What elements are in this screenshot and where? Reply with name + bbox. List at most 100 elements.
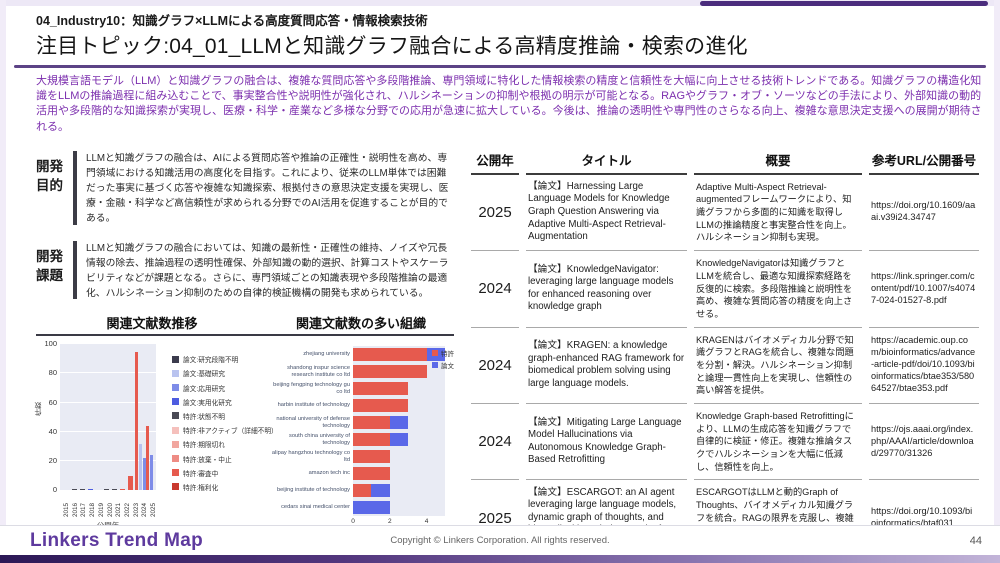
intro-paragraph: 大規模言語モデル（LLM）と知識グラフの融合は、複雑な質問応答や多段階推論、専門…	[36, 75, 982, 133]
org-label: south china university of technology	[288, 433, 350, 446]
bar-segment	[389, 433, 409, 446]
bar-segment	[112, 488, 118, 491]
legend-label: 論文:研究段階不明	[183, 357, 239, 365]
purpose-divider-bar	[73, 150, 77, 225]
legend-swatch-icon	[172, 412, 179, 420]
org-label: beijing fengping technology gu co ltd	[273, 382, 350, 395]
x-tick-label: 2020	[106, 503, 114, 518]
bar-segment	[134, 351, 138, 491]
top-edge-strip	[0, 0, 1000, 6]
gridline	[60, 372, 156, 374]
bar-segment	[353, 365, 427, 378]
x-tick-slot: 2019	[97, 493, 106, 517]
org-bar-row: zhejiang university	[268, 346, 454, 363]
y-tick-label: 40	[48, 426, 57, 436]
legend-item: 特許:審査中	[172, 468, 278, 478]
x-tick-slot: 2021	[114, 493, 123, 517]
legend-label: 特許:権利化	[183, 484, 219, 492]
legend-swatch-icon	[172, 426, 179, 434]
organizations-chart-body: zhejiang university shandong inspur scien…	[268, 340, 454, 535]
bar-segment	[146, 426, 150, 491]
legend-label: 特許:放棄・中止	[183, 456, 232, 464]
header-summary: 概要	[694, 147, 862, 175]
development-issues-box: 開発課題 LLMと知識グラフの融合においては、知識の最新性・正確性の維持、ノイズ…	[36, 239, 454, 302]
x-tick-label: 2023	[132, 503, 140, 518]
legend-item: 特許:期限切れ	[172, 439, 278, 449]
organizations-chart-xticks: 0 2 4	[351, 518, 445, 526]
organizations-chart-legend: 特許 論文	[432, 348, 454, 372]
org-label: national university of defense technolog…	[276, 416, 350, 429]
y-tick-label: 80	[48, 368, 57, 378]
copyright-text: Copyright © Linkers Corporation. All rig…	[390, 535, 610, 546]
legend-swatch-icon	[172, 483, 179, 491]
purpose-body: LLMと知識グラフの融合は、AIによる質問応答や推論の正確性・説明性を高め、専門…	[86, 152, 449, 225]
bar-segment	[389, 416, 409, 429]
right-edge-strip	[994, 0, 1000, 555]
trend-chart-ylabel: 件数	[35, 402, 42, 417]
summary-cell: Adaptive Multi-Aspect Retrieval-augmente…	[694, 175, 862, 252]
publication-year-cell: 2025	[471, 175, 519, 252]
org-label: amazon tech inc	[308, 470, 350, 477]
legend-item: 特許:状態不明	[172, 411, 278, 421]
legend-swatch-icon	[172, 355, 179, 363]
table-row: 2024 【論文】KRAGEN: a knowledge graph-enhanc…	[471, 328, 979, 404]
trend-chart-plot-area: 件数 0 20 40 60 80 100 2015 2016 2017 2018 2019 2020…	[35, 339, 164, 532]
page-title: 注目トピック:04_01_LLMと知識グラフ融合による高精度推論・検索の進化	[36, 35, 748, 58]
table-header-row: 公開年 タイトル 概要 参考URL/公開番号	[471, 147, 979, 175]
organizations-chart-title: 関連文献数の多い組織	[268, 313, 454, 337]
x-tick-slot: 2024	[141, 493, 150, 517]
y-tick-label: 60	[48, 397, 57, 407]
bar-segment	[79, 488, 85, 491]
year-bar-group	[134, 351, 146, 491]
publication-year-cell: 2024	[471, 328, 519, 404]
x-tick-label: 2019	[97, 503, 105, 518]
reference-url-cell: https://link.springer.com/content/pdf/10…	[869, 251, 979, 328]
legend-item: 論文:基礎研究	[172, 368, 278, 378]
year-bar-group	[127, 475, 135, 491]
year-bar-group	[78, 488, 86, 491]
legend-label: 論文:基礎研究	[183, 371, 225, 379]
bar-segment	[371, 484, 390, 497]
org-bar-row: shandong inspur science research institu…	[268, 363, 454, 380]
bar-segment	[150, 455, 154, 491]
legend-label: 特許:状態不明	[183, 413, 225, 421]
x-tick-slot: 2017	[79, 493, 88, 517]
gridline	[60, 430, 156, 432]
bar-segment	[353, 433, 390, 446]
bar-segment	[353, 484, 372, 497]
purpose-label: 開発目的	[36, 158, 63, 194]
reference-url-cell: https://academic.oup.com/bioinformatics/…	[869, 328, 979, 404]
org-label: cedars sinai medical center	[281, 504, 350, 511]
legend-label: 特許:期限切れ	[183, 442, 225, 450]
org-label: beijing institute of technology	[276, 487, 350, 494]
x-tick-label: 4	[424, 518, 429, 526]
org-bar-track	[353, 399, 409, 412]
gridline	[60, 401, 156, 403]
y-tick-label: 20	[48, 456, 57, 466]
reference-url-cell: https://doi.org/10.1609/aaai.v39i24.3474…	[869, 175, 979, 252]
bar-segment	[353, 467, 390, 480]
publication-year-cell: 2024	[471, 251, 519, 328]
title-cell: 【論文】Harnessing Large Language Models for…	[526, 175, 687, 252]
legend-swatch-icon	[432, 350, 438, 357]
trend-chart-plot: 0 20 40 60 80 100	[44, 339, 156, 494]
legend-item: 論文:研究段階不明	[172, 354, 278, 364]
x-tick-slot: 2018	[88, 493, 97, 517]
org-label: shandong inspur science research institu…	[287, 365, 350, 378]
x-tick-slot: 2023	[132, 493, 141, 517]
title-cell: 【論文】Mitigating Large Language Model Hall…	[526, 404, 687, 481]
table-row: 2024 【論文】Mitigating Large Language Model …	[471, 404, 979, 481]
org-bar-track	[353, 433, 409, 446]
legend-item: 論文:応用研究	[172, 383, 278, 393]
legend-item: 論文	[432, 360, 454, 370]
footer: Linkers Trend Map Copyright © Linkers Co…	[0, 525, 1000, 555]
bar-segment	[87, 488, 93, 491]
legend-swatch-icon	[172, 369, 179, 377]
literature-table: 公開年 タイトル 概要 参考URL/公開番号 2025 【論文】Harnessin…	[464, 147, 986, 556]
legend-label: 特許	[441, 351, 454, 359]
bar-segment	[353, 399, 409, 412]
linkers-trend-map-logo: Linkers Trend Map	[30, 529, 203, 551]
left-column: 開発目的 LLMと知識グラフの融合は、AIによる質問応答や推論の正確性・説明性を…	[35, 143, 454, 563]
year-bar-group	[119, 488, 127, 491]
y-tick-label: 100	[44, 339, 57, 349]
